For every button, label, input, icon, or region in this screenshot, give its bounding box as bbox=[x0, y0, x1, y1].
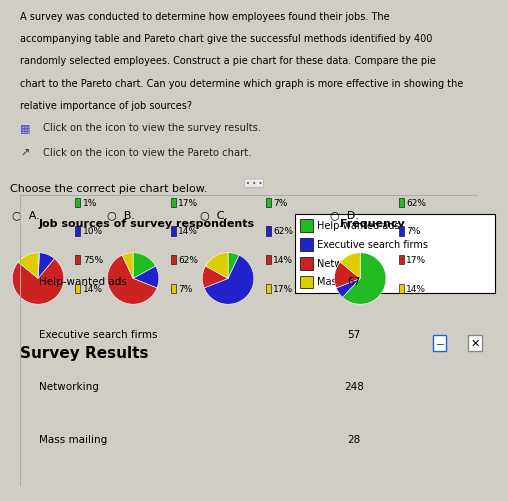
Text: 14%: 14% bbox=[406, 284, 426, 293]
Text: Survey Results: Survey Results bbox=[20, 345, 149, 360]
Text: ↗: ↗ bbox=[20, 148, 29, 158]
Text: 17%: 17% bbox=[273, 284, 294, 293]
Text: 62%: 62% bbox=[178, 256, 198, 265]
Text: ○  D.: ○ D. bbox=[330, 210, 359, 220]
Wedge shape bbox=[334, 263, 360, 289]
Text: 17%: 17% bbox=[406, 256, 427, 265]
Wedge shape bbox=[202, 267, 228, 289]
Text: 57: 57 bbox=[347, 329, 361, 339]
Wedge shape bbox=[228, 253, 239, 279]
Text: ─: ─ bbox=[436, 338, 443, 348]
Wedge shape bbox=[12, 259, 64, 305]
Wedge shape bbox=[38, 253, 40, 279]
FancyBboxPatch shape bbox=[300, 257, 313, 270]
Wedge shape bbox=[340, 253, 360, 279]
Text: 7%: 7% bbox=[406, 227, 421, 236]
Text: 28: 28 bbox=[347, 434, 361, 444]
Text: ○  B.: ○ B. bbox=[107, 210, 135, 220]
Text: • • •: • • • bbox=[246, 181, 262, 187]
Text: 248: 248 bbox=[344, 381, 364, 391]
Text: Frequency: Frequency bbox=[340, 218, 405, 228]
Wedge shape bbox=[18, 253, 38, 279]
FancyBboxPatch shape bbox=[295, 215, 495, 294]
Text: Networking: Networking bbox=[39, 381, 99, 391]
Text: Help-wanted ads: Help-wanted ads bbox=[317, 220, 399, 230]
Text: Executive search firms: Executive search firms bbox=[39, 329, 157, 339]
Text: 14%: 14% bbox=[178, 227, 198, 236]
Text: 7%: 7% bbox=[273, 198, 288, 207]
Wedge shape bbox=[206, 253, 228, 279]
Text: Choose the correct pie chart below.: Choose the correct pie chart below. bbox=[10, 183, 207, 193]
Wedge shape bbox=[342, 253, 386, 305]
Text: Mass mailing: Mass mailing bbox=[39, 434, 107, 444]
Text: Networking: Networking bbox=[317, 258, 373, 268]
Text: 1%: 1% bbox=[83, 198, 97, 207]
Wedge shape bbox=[38, 254, 54, 279]
Text: chart to the Pareto chart. Can you determine which graph is more effective in sh: chart to the Pareto chart. Can you deter… bbox=[20, 78, 464, 88]
Text: 10%: 10% bbox=[83, 227, 103, 236]
Text: relative importance of job sources?: relative importance of job sources? bbox=[20, 101, 193, 111]
Text: 62%: 62% bbox=[406, 198, 426, 207]
Text: 14%: 14% bbox=[83, 284, 103, 293]
Text: 7%: 7% bbox=[178, 284, 193, 293]
Text: Help-wanted ads: Help-wanted ads bbox=[39, 277, 126, 287]
FancyBboxPatch shape bbox=[300, 276, 313, 289]
Text: 17%: 17% bbox=[178, 198, 199, 207]
Text: Click on the icon to view the survey results.: Click on the icon to view the survey res… bbox=[43, 123, 261, 133]
Text: Click on the icon to view the Pareto chart.: Click on the icon to view the Pareto cha… bbox=[43, 148, 251, 158]
Text: 62%: 62% bbox=[273, 227, 293, 236]
Wedge shape bbox=[122, 253, 133, 279]
Text: Job sources of survey respondents: Job sources of survey respondents bbox=[39, 218, 255, 228]
Text: ○  A.: ○ A. bbox=[12, 210, 40, 220]
Text: ▦: ▦ bbox=[20, 123, 31, 133]
Text: randomly selected employees. Construct a pie chart for these data. Compare the p: randomly selected employees. Construct a… bbox=[20, 56, 436, 66]
Text: ✕: ✕ bbox=[470, 338, 480, 348]
Text: ○  C.: ○ C. bbox=[200, 210, 228, 220]
Text: 14%: 14% bbox=[273, 256, 293, 265]
Wedge shape bbox=[204, 256, 254, 305]
Text: A survey was conducted to determine how employees found their jobs. The: A survey was conducted to determine how … bbox=[20, 12, 390, 22]
Wedge shape bbox=[133, 267, 159, 289]
Wedge shape bbox=[107, 256, 157, 305]
Text: 67: 67 bbox=[347, 277, 361, 287]
Text: Mass mailing: Mass mailing bbox=[317, 277, 381, 287]
FancyBboxPatch shape bbox=[300, 238, 313, 252]
Text: 75%: 75% bbox=[83, 256, 103, 265]
Wedge shape bbox=[133, 253, 155, 279]
Wedge shape bbox=[336, 279, 360, 298]
FancyBboxPatch shape bbox=[300, 220, 313, 232]
Text: accompanying table and Pareto chart give the successful methods identified by 40: accompanying table and Pareto chart give… bbox=[20, 34, 433, 44]
Text: Executive search firms: Executive search firms bbox=[317, 239, 428, 249]
